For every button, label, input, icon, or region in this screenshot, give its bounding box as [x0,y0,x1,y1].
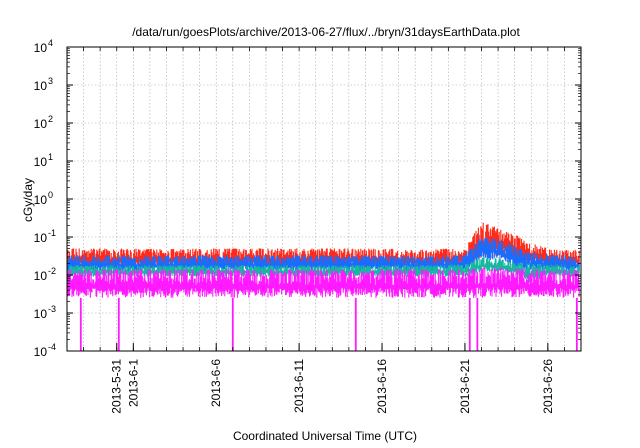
y-tick-exponent: 3 [48,76,53,86]
y-tick-exponent: -2 [48,266,56,276]
x-tick-label: 2013-6-26 [541,359,555,414]
y-tick-label: 10 [34,41,48,55]
chart-title: /data/run/goesPlots/archive/2013-06-27/f… [132,25,520,39]
y-axis-label: cGy/day [21,178,35,222]
plot-frame [66,46,582,352]
y-tick-exponent: 0 [48,190,53,200]
x-tick-label: 2013-5-31 [110,359,124,414]
series-band [67,267,580,298]
x-tick-label: 2013-6-6 [209,359,223,407]
y-tick-label: 10 [34,155,48,169]
y-tick-label: 10 [34,269,48,283]
y-tick-label: 10 [34,193,48,207]
y-tick-exponent: -3 [48,304,56,314]
y-tick-label: 10 [34,231,48,245]
x-tick-label: 2013-6-11 [292,359,306,413]
x-tick-label: 2013-6-16 [375,359,389,414]
y-tick-exponent: 2 [48,114,53,124]
data-layer [67,222,580,351]
grid [67,47,581,351]
y-tick-label: 10 [34,79,48,93]
x-tick-label: 2013-6-1 [126,359,140,407]
x-tick-label: 2013-6-21 [458,359,472,414]
y-tick-exponent: 1 [48,152,53,162]
y-tick-exponent: -1 [48,228,56,238]
series-3 [67,267,580,351]
y-tick-label: 10 [34,307,48,321]
y-tick-label: 10 [34,345,48,359]
x-axis-label: Coordinated Universal Time (UTC) [233,429,417,443]
y-tick-label: 10 [34,117,48,131]
y-tick-exponent: 4 [48,38,53,48]
y-tick-exponent: -4 [48,342,56,352]
